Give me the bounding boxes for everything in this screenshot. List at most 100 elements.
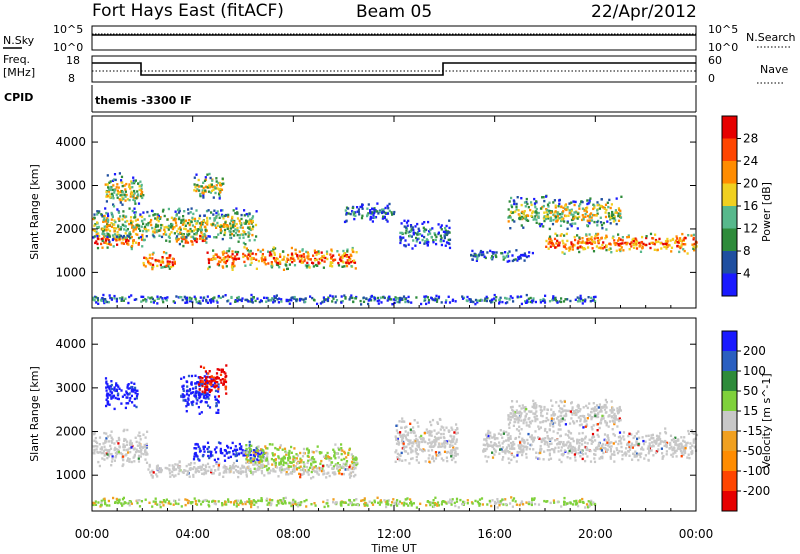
echo-cell [668, 244, 671, 247]
echo-cell [631, 238, 634, 241]
power-colorbar-swatches [722, 116, 737, 296]
echo-cell [227, 215, 230, 218]
echo-cell [570, 213, 573, 216]
echo-cell [620, 437, 623, 440]
echo-cell [199, 393, 202, 396]
echo-cell [534, 205, 537, 209]
echo-cell [507, 436, 510, 440]
echo-cell [127, 383, 130, 386]
echo-cell [244, 243, 247, 246]
echo-cell [273, 460, 276, 463]
echo-cell [668, 447, 671, 450]
echo-cell [204, 221, 207, 225]
echo-cell [585, 419, 588, 423]
echo-cell [204, 189, 207, 192]
echo-cell [416, 439, 419, 442]
echo-cell [582, 438, 585, 441]
echo-cell [229, 233, 232, 236]
echo-cell [615, 249, 618, 252]
echo-cell [112, 227, 116, 230]
echo-cell [117, 448, 120, 452]
echo-cell [205, 229, 208, 232]
echo-cell [128, 399, 131, 402]
echo-cell [341, 254, 344, 257]
echo-cell [198, 300, 201, 303]
echo-cell [602, 451, 605, 455]
echo-cell [204, 393, 207, 397]
echo-cell [496, 445, 499, 448]
echo-cell [97, 225, 100, 229]
echo-cell [116, 452, 119, 456]
echo-cell [180, 240, 184, 243]
echo-cell [566, 227, 569, 230]
echo-cell [629, 445, 633, 448]
echo-cell [298, 260, 301, 263]
echo-cell [308, 266, 311, 269]
echo-cell [98, 443, 101, 446]
echo-cell [121, 236, 124, 239]
echo-cell [391, 213, 394, 216]
echo-cell [548, 438, 551, 442]
echo-cell [234, 258, 237, 261]
echo-cell [288, 449, 291, 453]
echo-cell [516, 295, 519, 298]
echo-cell [198, 228, 201, 231]
echo-cell [246, 249, 249, 252]
echo-cell [133, 197, 136, 200]
echo-cell [183, 238, 186, 241]
echo-cell [485, 433, 488, 436]
echo-cell [184, 224, 187, 227]
echo-cell [439, 226, 442, 229]
echo-cell [430, 431, 433, 434]
echo-cell [412, 431, 416, 435]
echo-cell [156, 297, 159, 300]
echo-cell [577, 448, 580, 452]
echo-cell [444, 244, 447, 247]
echo-cell [130, 190, 133, 193]
echo-cell [247, 214, 250, 218]
echo-cell [142, 453, 145, 456]
echo-cell [120, 298, 124, 301]
echo-cell [409, 439, 412, 442]
echo-cell [232, 209, 235, 212]
echo-cell [561, 212, 564, 216]
echo-cell [108, 449, 111, 452]
echo-cell [654, 238, 658, 242]
echo-cell [678, 245, 681, 248]
echo-cell [110, 298, 113, 301]
echo-cell [108, 294, 111, 297]
echo-cell [589, 215, 592, 218]
echo-cell [335, 452, 339, 455]
echo-cell [352, 457, 356, 460]
echo-cell [210, 470, 213, 474]
echo-cell [358, 213, 361, 216]
echo-cell [263, 457, 267, 460]
echo-cell [140, 189, 143, 192]
echo-cell [138, 224, 141, 227]
echo-cell [194, 219, 197, 223]
echo-cell [126, 428, 129, 432]
echo-cell [512, 447, 516, 450]
echo-cell [199, 234, 202, 238]
echo-cell [320, 469, 324, 473]
echo-cell [96, 441, 99, 445]
echo-cell [217, 181, 220, 185]
echo-cell [485, 299, 488, 303]
echo-cell [355, 251, 358, 254]
echo-cell [385, 218, 388, 221]
echo-cell [579, 202, 582, 206]
echo-cell [549, 242, 552, 245]
echo-cell [338, 258, 342, 261]
echo-cell [340, 443, 343, 446]
echo-cell [224, 378, 227, 381]
echo-cell [230, 296, 233, 299]
echo-cell [119, 228, 122, 231]
echo-cell [247, 226, 250, 229]
echo-cell [603, 207, 606, 210]
echo-cell [535, 207, 538, 211]
echo-cell [421, 222, 424, 225]
echo-cell [207, 404, 210, 407]
echo-cell [637, 453, 640, 456]
echo-cell [431, 298, 434, 301]
echo-cell [217, 408, 220, 412]
